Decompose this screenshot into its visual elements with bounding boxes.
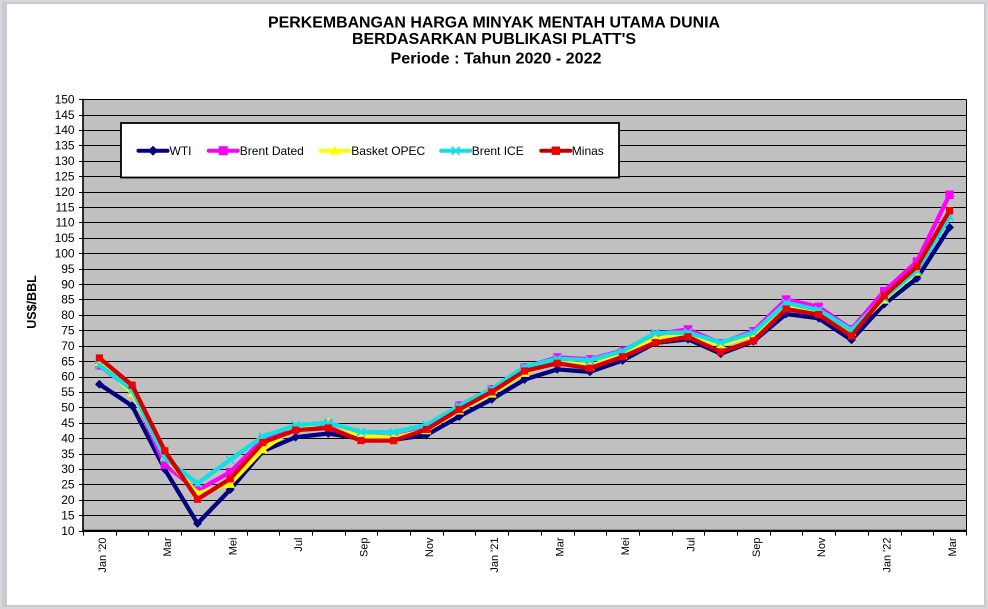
svg-text:20: 20 <box>61 493 75 507</box>
svg-text:Mar: Mar <box>162 537 174 556</box>
svg-text:PERKEMBANGAN HARGA MINYAK MENT: PERKEMBANGAN HARGA MINYAK MENTAH UTAMA D… <box>268 15 720 32</box>
svg-text:60: 60 <box>61 370 75 384</box>
svg-text:25: 25 <box>61 478 75 492</box>
svg-text:30: 30 <box>61 462 75 476</box>
svg-text:Brent Dated: Brent Dated <box>240 144 304 158</box>
svg-text:Jan '22: Jan '22 <box>882 538 894 573</box>
svg-text:50: 50 <box>61 401 75 415</box>
svg-text:35: 35 <box>61 447 75 461</box>
svg-text:Mei: Mei <box>228 538 240 556</box>
svg-text:15: 15 <box>61 508 75 522</box>
svg-text:BERDASARKAN PUBLIKASI PLATT'S: BERDASARKAN PUBLIKASI PLATT'S <box>352 31 636 48</box>
svg-text:135: 135 <box>55 139 75 153</box>
svg-text:75: 75 <box>61 324 75 338</box>
svg-text:55: 55 <box>61 385 75 399</box>
svg-text:80: 80 <box>61 308 75 322</box>
svg-text:10: 10 <box>61 524 75 538</box>
svg-text:85: 85 <box>61 293 75 307</box>
svg-text:95: 95 <box>61 262 75 276</box>
svg-text:90: 90 <box>61 277 75 291</box>
svg-text:US$/BBL: US$/BBL <box>25 275 39 329</box>
svg-text:Mar: Mar <box>947 537 959 556</box>
svg-text:Jan '21: Jan '21 <box>489 538 501 573</box>
svg-text:40: 40 <box>61 431 75 445</box>
svg-text:105: 105 <box>55 231 75 245</box>
svg-text:45: 45 <box>61 416 75 430</box>
svg-text:120: 120 <box>55 185 75 199</box>
svg-text:Basket OPEC: Basket OPEC <box>351 144 425 158</box>
svg-text:130: 130 <box>55 154 75 168</box>
svg-text:Jul: Jul <box>293 538 305 552</box>
svg-text:WTI: WTI <box>170 144 192 158</box>
svg-text:150: 150 <box>55 92 75 106</box>
svg-text:70: 70 <box>61 339 75 353</box>
svg-text:145: 145 <box>55 108 75 122</box>
svg-text:Nov: Nov <box>424 537 436 557</box>
svg-text:110: 110 <box>55 216 74 230</box>
svg-text:140: 140 <box>55 123 75 137</box>
svg-text:Brent ICE: Brent ICE <box>472 144 524 158</box>
svg-text:Periode : Tahun 2020 - 2022: Periode : Tahun 2020 - 2022 <box>391 50 602 67</box>
svg-text:Mar: Mar <box>555 537 567 556</box>
svg-text:Sep: Sep <box>358 538 370 558</box>
svg-text:Sep: Sep <box>751 538 763 558</box>
svg-text:Jan '20: Jan '20 <box>97 538 109 573</box>
svg-text:Nov: Nov <box>816 537 828 557</box>
svg-text:100: 100 <box>55 246 75 260</box>
svg-text:125: 125 <box>55 169 75 183</box>
svg-text:115: 115 <box>55 200 74 214</box>
svg-text:65: 65 <box>61 354 75 368</box>
svg-text:Mei: Mei <box>620 538 632 556</box>
svg-text:Minas: Minas <box>572 144 604 158</box>
svg-text:Jul: Jul <box>685 538 697 552</box>
